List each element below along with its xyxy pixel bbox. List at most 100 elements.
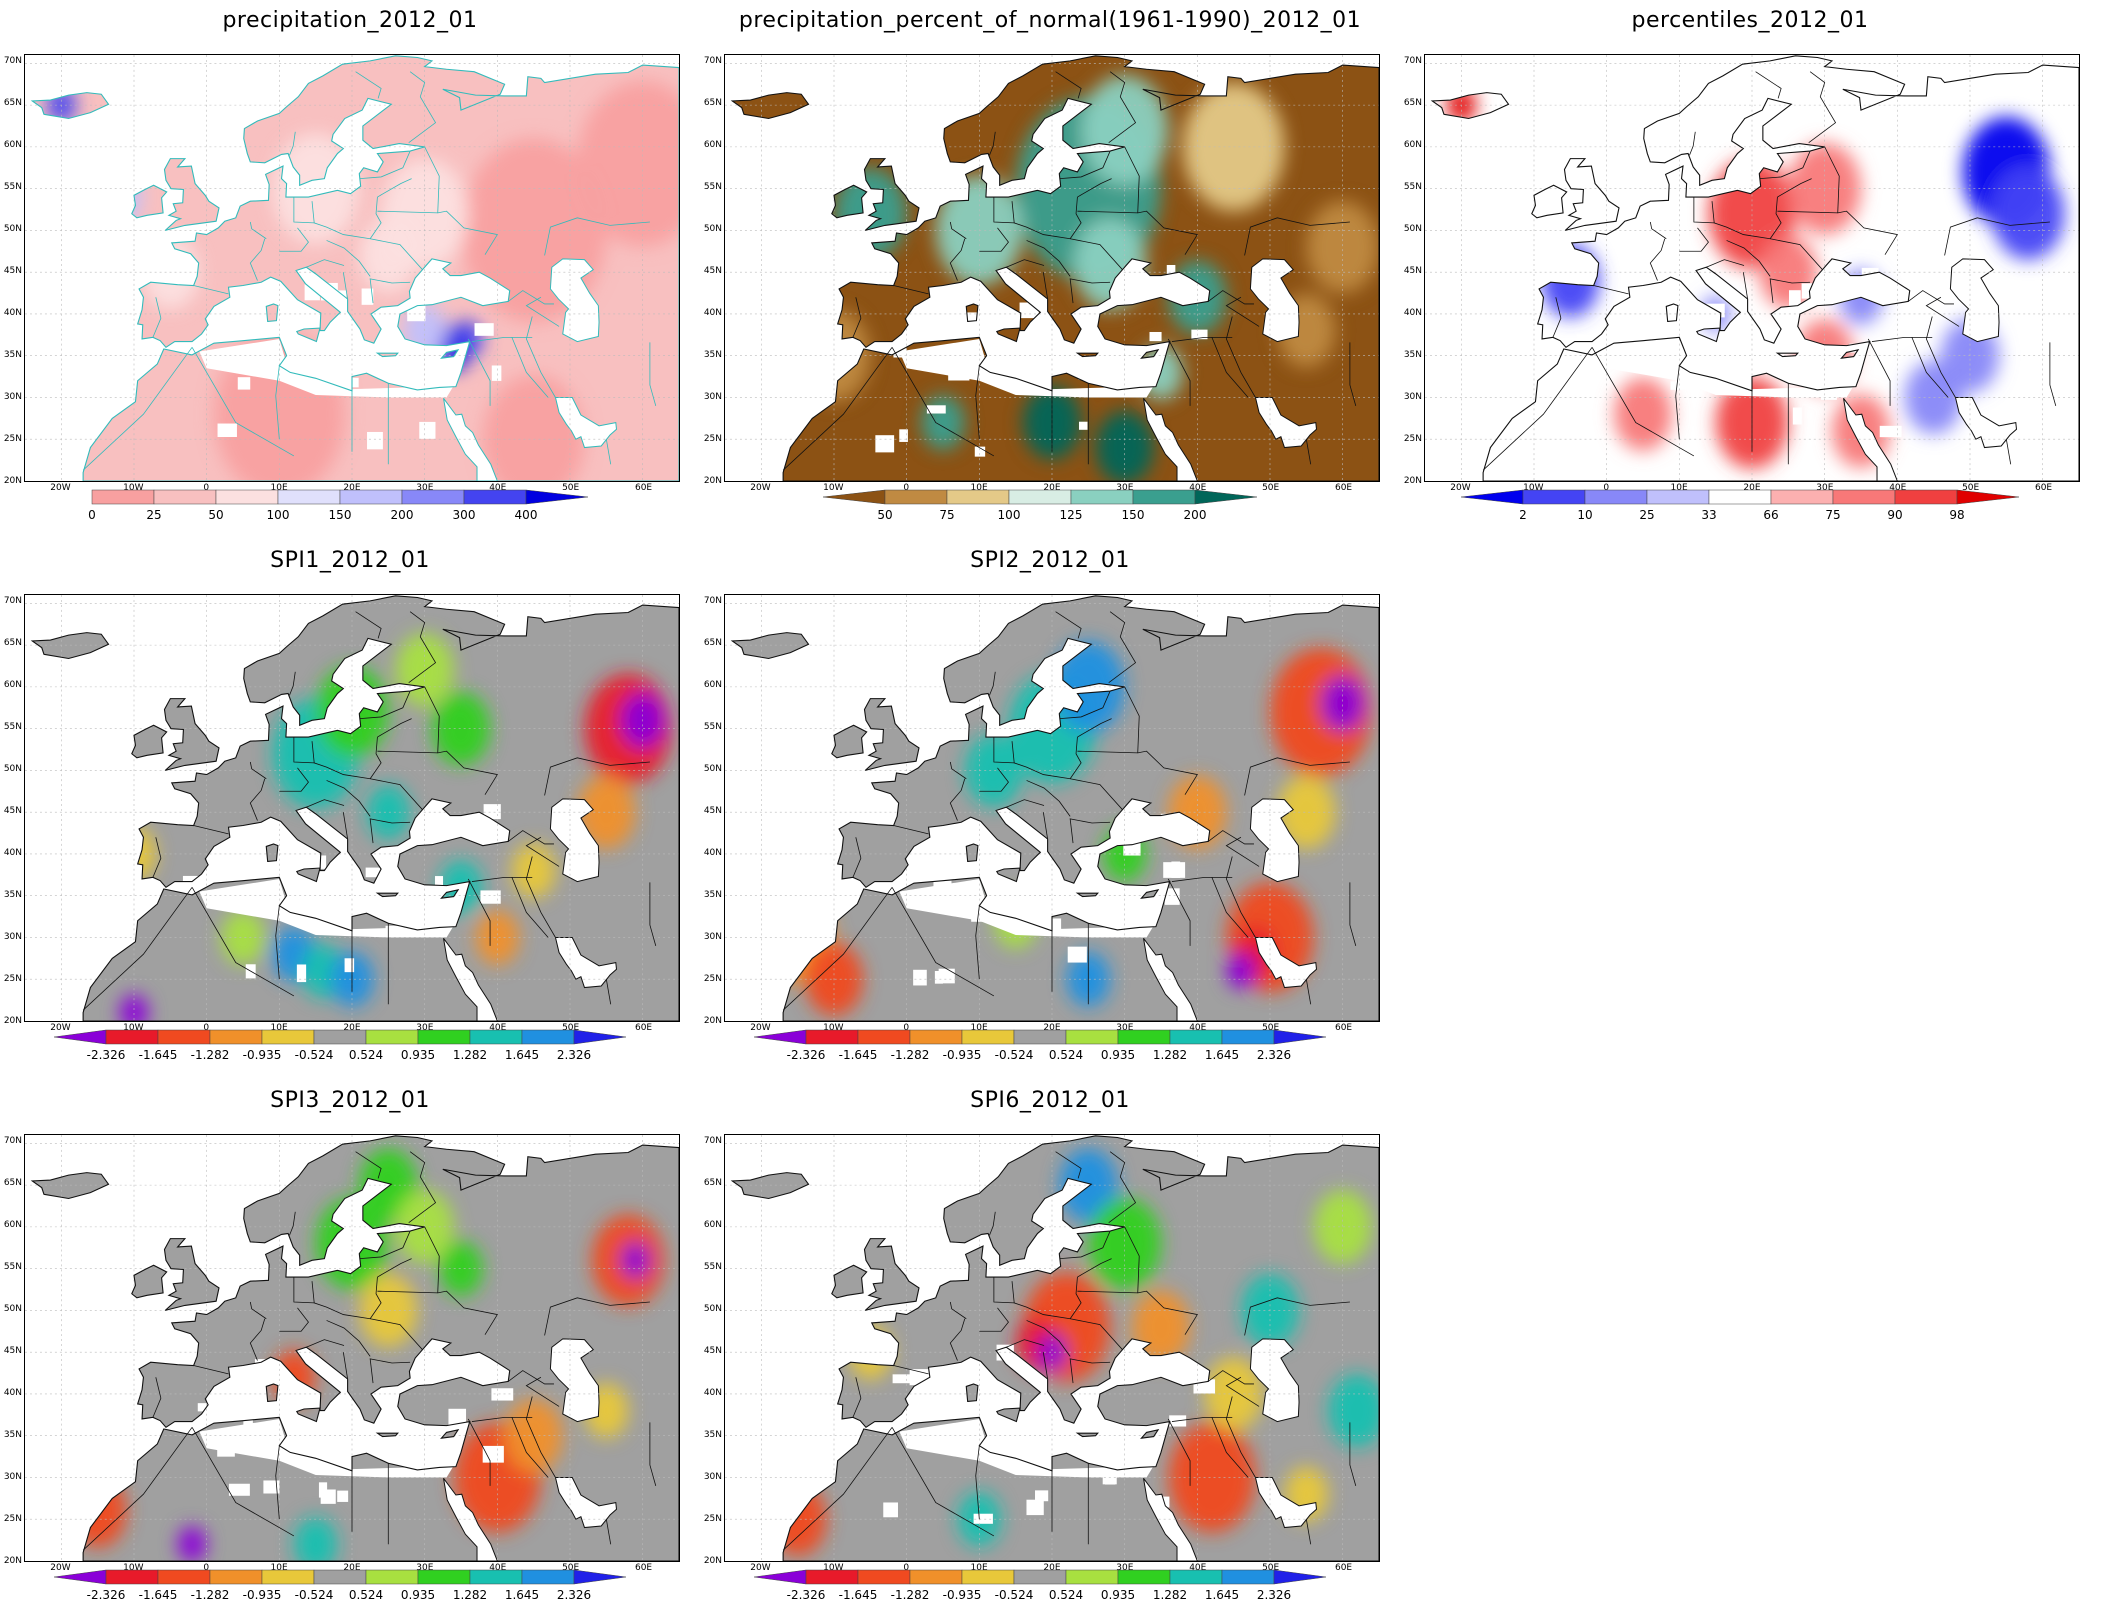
lon-tick-label: 20W <box>1450 483 1471 493</box>
legend-label: 1.282 <box>452 1048 488 1062</box>
country-border <box>355 611 382 639</box>
legend-label: -1.282 <box>190 1048 230 1062</box>
country-border <box>1349 882 1357 946</box>
country-border <box>1137 210 1198 255</box>
inland-water <box>1143 1477 1198 1561</box>
missing-data-cell <box>431 1354 442 1364</box>
lon-tick-label: 10W <box>123 483 144 493</box>
country-border <box>993 737 1015 764</box>
country-border <box>891 1427 995 1537</box>
missing-data-cell <box>1151 1355 1172 1371</box>
country-border <box>377 686 440 754</box>
lon-tick-label: 0 <box>1603 483 1610 493</box>
coastline <box>163 1238 220 1311</box>
country-border <box>1077 1258 1112 1278</box>
country-border <box>649 882 657 946</box>
color-legend: 0 25 50 100 150 200 300 400 <box>0 488 700 534</box>
country-border <box>1925 316 1956 398</box>
country-border <box>949 761 967 780</box>
missing-data-cell <box>1024 1429 1046 1444</box>
country-border <box>408 71 437 144</box>
lat-tick-label: 30N <box>3 392 22 403</box>
country-border <box>152 297 162 338</box>
lat-tick-label: 35N <box>703 890 722 901</box>
legend-swatch <box>339 489 403 505</box>
missing-data-cell <box>1789 290 1801 307</box>
lon-tick-label: 20E <box>343 1563 361 1573</box>
country-border <box>369 737 382 779</box>
map-title: precipitation_percent_of_normal(1961-199… <box>738 8 1362 33</box>
legend-label: 0.524 <box>348 1588 384 1602</box>
country-border <box>975 365 980 440</box>
country-border <box>1055 611 1082 639</box>
legend-swatch <box>105 1029 159 1045</box>
missing-data-cell <box>304 284 320 301</box>
inland-water <box>549 258 600 343</box>
lat-tick-label: 65N <box>3 1178 22 1189</box>
country-border <box>1137 1290 1198 1335</box>
country-border <box>359 150 411 180</box>
lat-tick-label: 35N <box>1403 350 1422 361</box>
coastline <box>1075 352 1099 358</box>
lat-tick-label: 50N <box>3 224 22 235</box>
missing-data-strip <box>899 338 1154 398</box>
country-border <box>1042 272 1049 300</box>
country-border <box>891 347 995 457</box>
legend-label: -1.645 <box>838 1048 878 1062</box>
lat-tick-label: 40N <box>1403 308 1422 319</box>
country-border <box>782 1427 893 1551</box>
legend-swatch <box>573 1029 627 1045</box>
country-border <box>507 290 554 305</box>
country-border <box>1069 1358 1111 1384</box>
legend-swatch <box>209 1029 263 1045</box>
lon-tick-label: 50E <box>1262 483 1280 493</box>
inland-water <box>554 1476 618 1529</box>
field-anomaly-blob <box>1095 410 1154 481</box>
lat-tick-label: 20N <box>1403 476 1422 486</box>
legend-label: 2.326 <box>1256 1048 1292 1062</box>
country-border <box>1244 1297 1350 1336</box>
country-border <box>408 1151 437 1224</box>
map-frame <box>1424 54 2080 482</box>
missing-data-cell <box>1035 1490 1049 1502</box>
lat-tick-label: 20N <box>703 476 722 486</box>
coastline <box>1531 184 1568 219</box>
inland-water <box>1954 396 2018 449</box>
missing-data-cell <box>474 323 494 336</box>
country-border <box>306 259 345 268</box>
color-legend: -2.326 -1.645 -1.282 -0.935 -0.524 0.524 0.935… <box>0 1028 700 1074</box>
country-border <box>275 1445 280 1520</box>
map-title: percentiles_2012_01 <box>1631 8 1869 33</box>
country-border <box>1077 686 1140 754</box>
country-border <box>326 780 371 817</box>
country-border <box>1006 259 1045 268</box>
map-panel-spi6: SPI6_2012_01 70N 65N 60N 55N 50N 45N 40N 35N 30N 2… <box>700 1080 1400 1620</box>
country-border <box>289 671 296 696</box>
country-border <box>1059 690 1111 720</box>
country-border <box>525 1396 556 1478</box>
map-title: SPI3_2012_01 <box>270 1088 430 1113</box>
missing-data-strip <box>899 1418 1154 1478</box>
lat-tick-label: 30N <box>1403 392 1422 403</box>
lat-tick-label: 20N <box>3 476 22 486</box>
legend-swatch <box>417 1029 471 1045</box>
legend-swatch <box>157 1029 211 1045</box>
inland-water <box>549 1338 600 1423</box>
lat-tick-label: 35N <box>703 1430 722 1441</box>
country-border <box>1011 201 1071 240</box>
country-border <box>993 1277 1015 1304</box>
country-border <box>377 178 412 198</box>
missing-data-strip <box>899 878 1154 938</box>
country-border <box>377 1258 412 1278</box>
country-border <box>306 1339 345 1348</box>
country-border <box>1726 240 1771 277</box>
legend-swatch <box>1117 1029 1171 1045</box>
lat-tick-label: 55N <box>3 182 22 193</box>
country-border <box>1211 337 1249 398</box>
country-border <box>471 336 533 342</box>
lat-tick-label: 25N <box>1403 434 1422 445</box>
missing-data-cell <box>480 890 501 904</box>
map-title: SPI6_2012_01 <box>970 1088 1130 1113</box>
lon-tick-label: 10E <box>270 1563 288 1573</box>
legend-swatch <box>1132 489 1196 505</box>
